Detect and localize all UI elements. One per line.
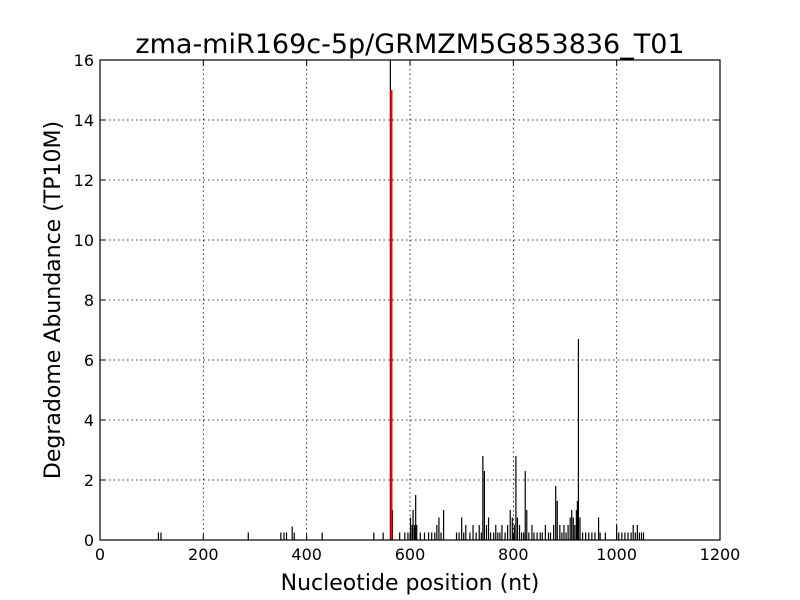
- y-tick-label: 12: [74, 171, 94, 190]
- y-tick-label: 14: [74, 111, 94, 130]
- y-tick-label: 2: [84, 471, 94, 490]
- x-tick-label: 200: [188, 545, 219, 564]
- y-tick-label: 8: [84, 291, 94, 310]
- x-tick-label: 1200: [700, 545, 741, 564]
- ticks-layer: 0 200 400 600 800 1000 1200 0 2 4 6 8 10 12 14 16: [74, 51, 741, 564]
- x-axis-label: Nucleotide position (nt): [281, 571, 540, 596]
- chart-title: zma-miR169c-5p/GRMZM5G853836_T01: [135, 29, 684, 60]
- y-tick-label: 0: [84, 531, 94, 550]
- y-axis-label: Degradome Abundance (TP10M): [41, 121, 66, 479]
- x-tick-label: 1000: [596, 545, 637, 564]
- y-tick-label: 4: [84, 411, 94, 430]
- x-tick-label: 800: [498, 545, 529, 564]
- x-tick-label: 400: [291, 545, 322, 564]
- y-tick-label: 6: [84, 351, 94, 370]
- y-tick-label: 16: [74, 51, 94, 70]
- x-tick-label: 0: [95, 545, 105, 564]
- y-tick-label: 10: [74, 231, 94, 250]
- grid-layer: [100, 60, 720, 540]
- x-tick-label: 600: [395, 545, 426, 564]
